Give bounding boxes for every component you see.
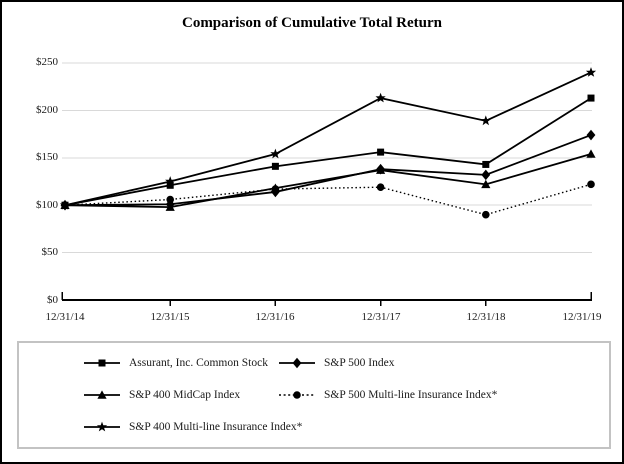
legend-item: S&P 400 MidCap Index <box>84 387 240 403</box>
y-axis-label: $150 <box>36 151 58 163</box>
legend-label: S&P 500 Multi-line Insurance Index* <box>324 389 498 401</box>
chart-title: Comparison of Cumulative Total Return <box>181 15 443 31</box>
y-axis-label: $250 <box>36 56 58 68</box>
circle-marker-icon <box>279 387 315 403</box>
legend-item: S&P 400 Multi-line Insurance Index* <box>84 419 302 435</box>
x-axis-label: 12/31/14 <box>45 311 85 323</box>
y-axis-label: $50 <box>41 246 59 258</box>
legend-item: S&P 500 Index <box>279 355 395 371</box>
y-axis-label: $0 <box>47 294 58 306</box>
x-axis-label: 12/31/15 <box>150 311 190 323</box>
y-axis-label: $200 <box>36 104 58 116</box>
legend-label: S&P 400 Multi-line Insurance Index* <box>129 421 303 433</box>
x-axis-label: 12/31/19 <box>562 311 602 323</box>
legend-item: Assurant, Inc. Common Stock <box>84 355 268 371</box>
legend-item: S&P 500 Multi-line Insurance Index* <box>279 387 497 403</box>
legend-label: Assurant, Inc. Common Stock <box>129 357 268 369</box>
triangle-marker-icon <box>84 387 120 403</box>
x-axis-label: 12/31/16 <box>255 311 295 323</box>
square-marker-icon <box>84 355 120 371</box>
y-axis-label: $100 <box>36 199 58 211</box>
diamond-marker-icon <box>279 355 315 371</box>
legend-label: S&P 500 Index <box>324 357 395 369</box>
legend-label: S&P 400 MidCap Index <box>129 389 241 401</box>
star-marker-icon <box>84 419 120 435</box>
line-chart-plot <box>59 62 597 306</box>
x-axis-label: 12/31/18 <box>466 311 506 323</box>
x-axis-label: 12/31/17 <box>361 311 401 323</box>
legend-box: Assurant, Inc. Common Stock S&P 500 Inde… <box>17 341 611 449</box>
